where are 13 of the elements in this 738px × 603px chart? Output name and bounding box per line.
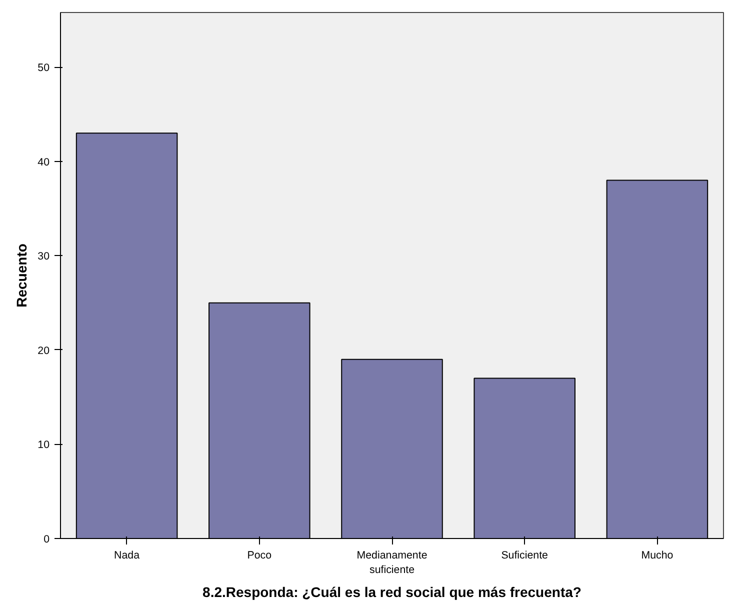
x-tick-label: Mucho: [641, 550, 674, 562]
y-tick-label: 50: [38, 62, 50, 74]
x-axis-title: 8.2.Responda: ¿Cuál es la red social que más frecuenta?: [202, 584, 582, 600]
y-tick-label: 10: [38, 439, 50, 452]
y-tick-label: 40: [38, 156, 50, 168]
y-tick-label: 0: [44, 534, 50, 546]
y-tick-label: 30: [38, 250, 50, 263]
x-tick-label: Nada: [114, 550, 140, 562]
y-axis-title: Recuento: [14, 244, 30, 308]
x-tick-label: Medianamente suficiente: [356, 550, 428, 576]
x-tick-label: Poco: [247, 550, 272, 562]
y-tick-label: 20: [38, 344, 50, 357]
x-tick-label: Suficiente: [501, 550, 548, 562]
